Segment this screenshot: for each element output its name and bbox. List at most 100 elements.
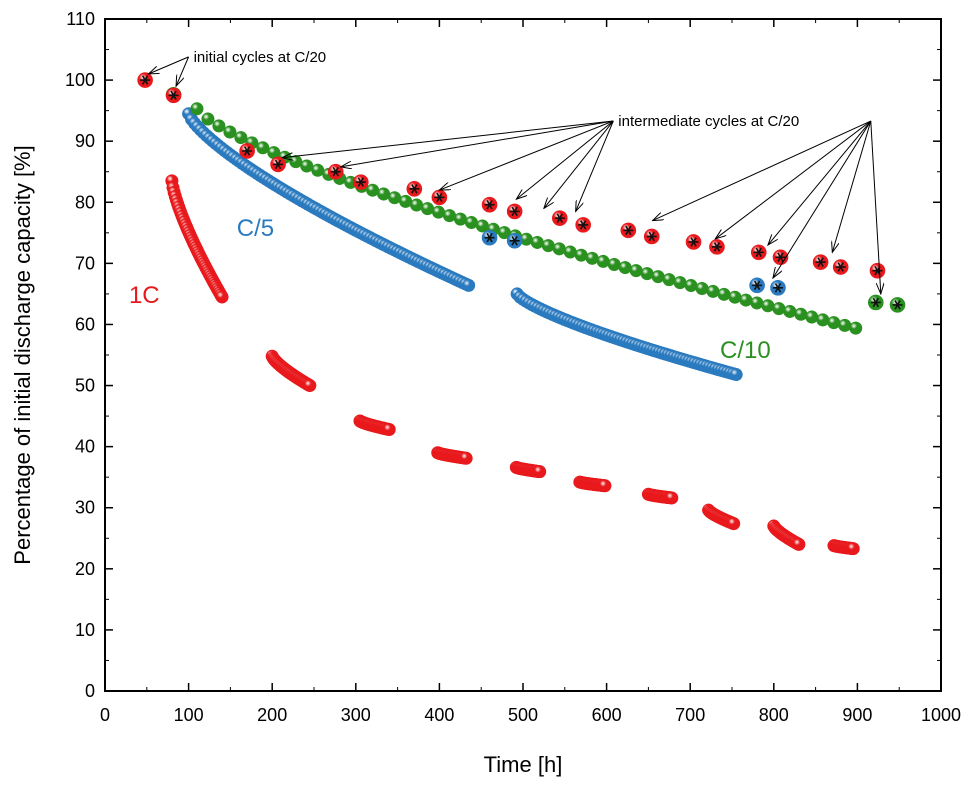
c20-point xyxy=(832,259,849,275)
data-point xyxy=(574,248,588,262)
annotation-text: intermediate cycles at C/20 xyxy=(618,113,799,130)
data-point xyxy=(596,254,610,268)
c20-point xyxy=(812,254,829,270)
c20-point xyxy=(620,222,637,239)
data-point xyxy=(684,279,698,293)
data-point xyxy=(816,313,830,327)
data-point xyxy=(727,517,741,531)
y-tick-label: 70 xyxy=(75,253,95,273)
annotations-layer: initial cycles at C/20 intermediate cycle… xyxy=(129,49,881,364)
c20-point xyxy=(406,181,423,197)
data-point xyxy=(212,119,226,133)
annotation-arrow xyxy=(653,120,871,221)
x-tick-label: 900 xyxy=(842,705,872,725)
annotation-arrow xyxy=(516,120,614,199)
data-point xyxy=(827,316,841,330)
data-point xyxy=(706,284,720,298)
c20-point xyxy=(685,234,702,250)
annotation-text: initial cycles at C/20 xyxy=(194,49,327,66)
data-point xyxy=(462,278,476,292)
data-point xyxy=(761,299,775,313)
y-tick-label: 40 xyxy=(75,437,95,457)
annotation-arrow xyxy=(282,120,614,158)
y-tick-label: 80 xyxy=(75,192,95,212)
data-point xyxy=(382,423,396,437)
data-point xyxy=(607,258,621,272)
data-point xyxy=(256,141,270,155)
data-point xyxy=(651,270,665,284)
annotation-arrow xyxy=(439,120,614,190)
y-tick-label: 60 xyxy=(75,314,95,334)
ticks-layer: 0 100 200 300 400 500 600 700 800 900 1000 0 10 20 30 4… xyxy=(65,9,961,725)
data-point xyxy=(541,239,555,253)
data-point xyxy=(530,235,544,249)
series-label: C/5 xyxy=(237,215,274,242)
c20-point xyxy=(481,196,498,213)
data-point xyxy=(662,273,676,287)
data-point xyxy=(846,542,860,556)
data-point xyxy=(792,537,806,551)
y-tick-label: 0 xyxy=(85,681,95,701)
c20-point xyxy=(270,156,286,173)
series-label: C/10 xyxy=(720,337,771,364)
c20-point xyxy=(867,294,884,311)
data-point xyxy=(377,187,391,201)
c20-point xyxy=(709,239,725,255)
c20-point xyxy=(506,232,523,249)
y-tick-label: 30 xyxy=(75,498,95,518)
c20-point xyxy=(770,279,786,296)
data-point xyxy=(475,219,489,233)
data-point xyxy=(729,368,743,382)
data-point xyxy=(464,216,478,230)
c20-point xyxy=(137,72,153,88)
x-tick-label: 800 xyxy=(759,705,789,725)
x-tick-label: 0 xyxy=(100,705,110,725)
series-c-10 xyxy=(190,102,863,335)
data-point xyxy=(300,159,314,173)
x-tick-label: 500 xyxy=(508,705,538,725)
axes-layer xyxy=(104,18,942,692)
c20-points-layer xyxy=(137,72,906,313)
x-tick-label: 400 xyxy=(424,705,454,725)
data-point xyxy=(838,318,852,332)
c20-point xyxy=(889,297,906,313)
data-point xyxy=(585,251,599,265)
data-point xyxy=(665,491,679,505)
data-point xyxy=(311,163,325,177)
c20-point xyxy=(772,249,789,266)
data-point xyxy=(794,307,808,321)
data-point xyxy=(442,209,456,223)
data-point xyxy=(629,264,643,278)
x-tick-label: 300 xyxy=(341,705,371,725)
c20-point xyxy=(506,203,523,220)
c20-point xyxy=(481,229,498,246)
c20-point xyxy=(165,87,182,104)
annotation-arrow xyxy=(773,120,872,278)
data-point xyxy=(849,321,863,335)
annotation-arrow xyxy=(148,56,189,74)
c20-point xyxy=(551,210,568,226)
x-tick-label: 1000 xyxy=(921,705,961,725)
series-label: 1C xyxy=(129,282,160,309)
c20-point xyxy=(575,217,591,233)
data-point xyxy=(717,287,731,301)
series-c-5 xyxy=(182,107,743,382)
data-point xyxy=(783,304,797,318)
y-tick-label: 100 xyxy=(65,70,95,90)
data-point xyxy=(805,310,819,324)
annotation-arrow xyxy=(768,120,872,245)
c20-point xyxy=(869,262,886,279)
x-tick-label: 700 xyxy=(675,705,705,725)
data-point xyxy=(399,194,413,208)
annotation-arrow xyxy=(544,120,614,208)
data-point xyxy=(618,261,632,275)
c20-point xyxy=(749,277,765,294)
data-point xyxy=(640,267,654,281)
data-points-layer xyxy=(165,102,863,556)
data-point xyxy=(201,112,215,126)
data-point xyxy=(388,191,402,205)
data-point xyxy=(563,245,577,259)
data-point xyxy=(533,465,547,479)
data-point xyxy=(695,281,709,295)
